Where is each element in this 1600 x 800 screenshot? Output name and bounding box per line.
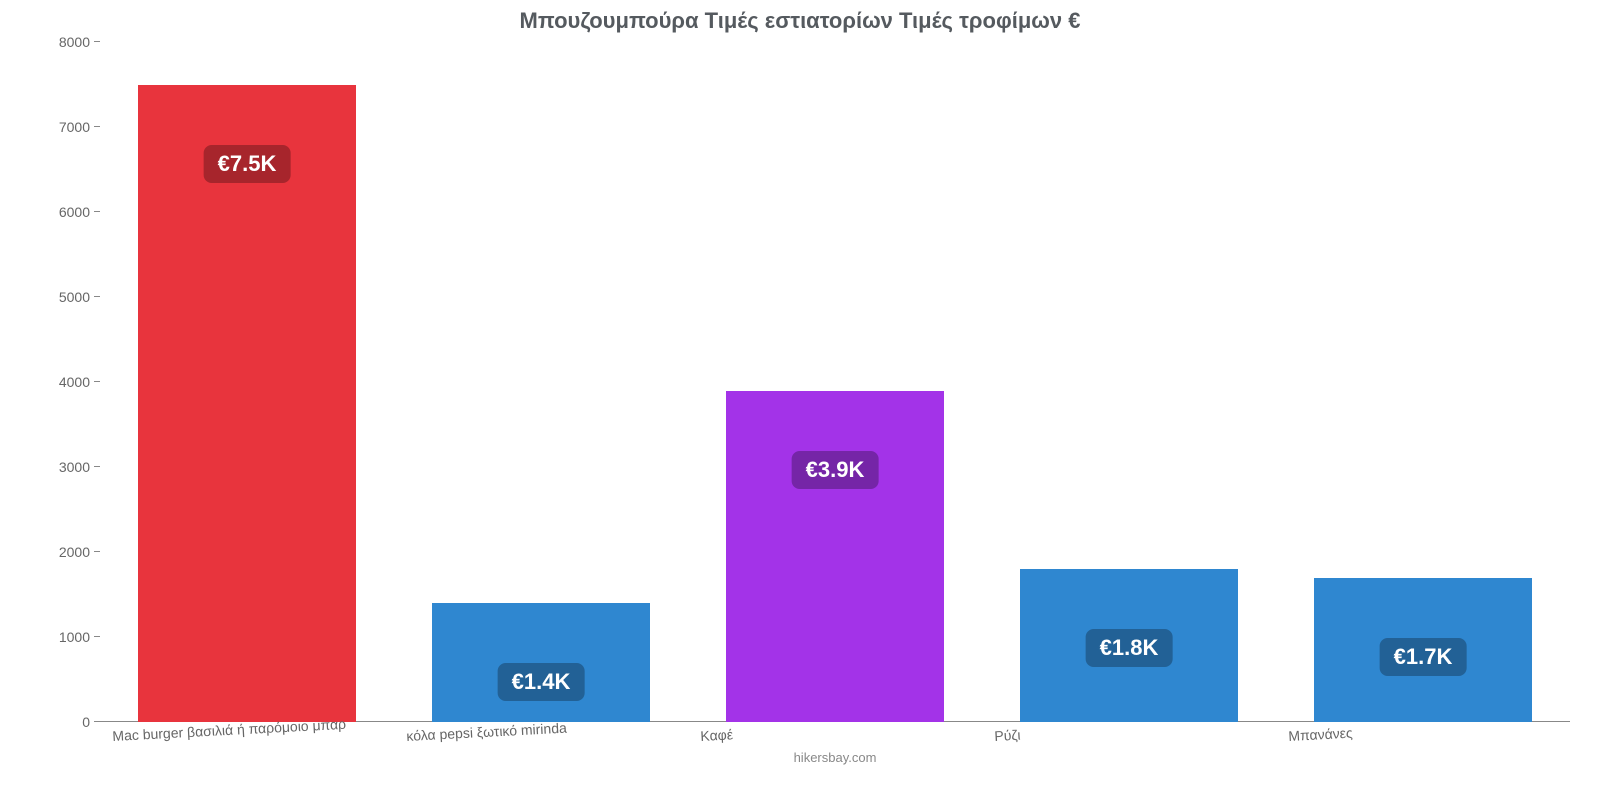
bar-slot: €1.8KΡύζι bbox=[982, 42, 1276, 722]
y-tick-label: 8000 bbox=[59, 34, 100, 50]
y-tick-label: 3000 bbox=[59, 459, 100, 475]
bar-slot: €1.4Kκόλα pepsi ξωτικό mirinda bbox=[394, 42, 688, 722]
bar-slot: €3.9KΚαφέ bbox=[688, 42, 982, 722]
y-tick-label: 0 bbox=[82, 714, 100, 730]
chart-title: Μπουζουμπούρα Τιμές εστιατορίων Τιμές τρ… bbox=[0, 0, 1600, 34]
bar-value-badge: €3.9K bbox=[792, 451, 879, 489]
y-tick-label: 4000 bbox=[59, 374, 100, 390]
y-tick-label: 2000 bbox=[59, 544, 100, 560]
chart-plot-area: €7.5KMac burger βασιλιά ή παρόμοιο μπαρ€… bbox=[100, 42, 1570, 722]
bar-slot: €7.5KMac burger βασιλιά ή παρόμοιο μπαρ bbox=[100, 42, 394, 722]
x-tick-label: Ρύζι bbox=[994, 727, 1021, 744]
y-tick-label: 5000 bbox=[59, 289, 100, 305]
x-tick-label: Μπανάνες bbox=[1288, 725, 1353, 744]
bar-value-badge: €7.5K bbox=[204, 145, 291, 183]
bars-container: €7.5KMac burger βασιλιά ή παρόμοιο μπαρ€… bbox=[100, 42, 1570, 722]
x-tick-label: κόλα pepsi ξωτικό mirinda bbox=[406, 720, 567, 744]
bar bbox=[726, 391, 944, 723]
bar-slot: €1.7KΜπανάνες bbox=[1276, 42, 1570, 722]
x-tick-label: Καφέ bbox=[700, 726, 733, 744]
y-tick-label: 1000 bbox=[59, 629, 100, 645]
bar-value-badge: €1.8K bbox=[1086, 629, 1173, 667]
bar-value-badge: €1.7K bbox=[1380, 638, 1467, 676]
attribution-text: hikersbay.com bbox=[794, 750, 877, 765]
bar-value-badge: €1.4K bbox=[498, 663, 585, 701]
y-tick-label: 7000 bbox=[59, 119, 100, 135]
y-tick-label: 6000 bbox=[59, 204, 100, 220]
